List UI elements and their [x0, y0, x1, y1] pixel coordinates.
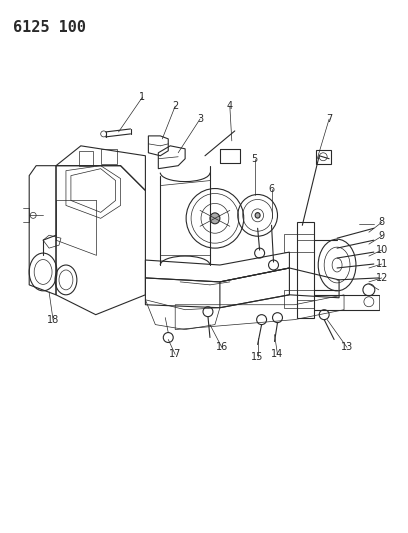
Text: 14: 14	[271, 350, 284, 359]
Text: 13: 13	[341, 342, 353, 352]
Text: 9: 9	[379, 231, 385, 241]
Text: 5: 5	[251, 154, 258, 164]
Text: 3: 3	[197, 114, 203, 124]
Ellipse shape	[255, 213, 260, 218]
Text: 15: 15	[251, 352, 264, 362]
Text: 7: 7	[326, 114, 332, 124]
Text: 8: 8	[379, 217, 385, 227]
Text: 11: 11	[376, 259, 388, 269]
Text: 2: 2	[172, 101, 178, 111]
Text: 16: 16	[216, 342, 228, 352]
Text: 1: 1	[140, 92, 146, 102]
Text: 17: 17	[169, 350, 182, 359]
Text: 6: 6	[268, 183, 275, 193]
Ellipse shape	[210, 213, 220, 224]
Text: 12: 12	[376, 273, 388, 283]
Text: 18: 18	[47, 314, 59, 325]
Text: 10: 10	[376, 245, 388, 255]
Text: 4: 4	[227, 101, 233, 111]
Text: 6125 100: 6125 100	[13, 20, 86, 35]
